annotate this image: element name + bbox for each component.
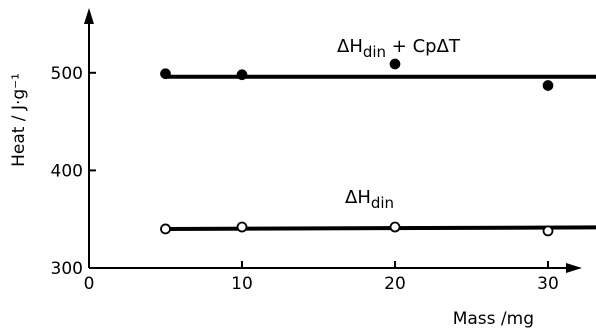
point-series-1-2: [389, 221, 401, 233]
ticks: 010203040300400500: [51, 64, 559, 294]
x-tick-label-10: 10: [231, 274, 253, 294]
y-axis-arrow: [84, 8, 94, 24]
point-series-0-3: [542, 80, 554, 91]
x-tick-label-30: 30: [537, 274, 559, 294]
point-series-0-1: [236, 69, 248, 81]
annotation-1: ΔHdin: [345, 187, 394, 212]
annotation-0: ΔHdin + CpΔT: [337, 36, 461, 61]
data-points: [160, 58, 554, 237]
point-series-1-3: [542, 225, 554, 237]
point-series-0-0: [160, 68, 171, 80]
point-series-1-1: [236, 221, 248, 233]
x-axis-label: Mass /mg: [453, 309, 534, 329]
y-axis-label: Heat / J·g⁻¹: [9, 73, 29, 167]
point-series-0-2: [389, 58, 401, 70]
x-tick-label-0: 0: [84, 274, 95, 294]
y-tick-label-400: 400: [51, 161, 83, 181]
x-tick-label-20: 20: [384, 274, 406, 294]
fit-lines: [165, 74, 596, 231]
y-tick-label-300: 300: [51, 259, 83, 279]
point-series-1-0: [160, 223, 171, 235]
x-axis-arrow: [566, 263, 582, 273]
axes: [84, 8, 582, 273]
fit-line-series-1: [165, 225, 596, 231]
y-tick-label-500: 500: [51, 64, 83, 84]
annotations: ΔHdin + CpΔT ΔHdin: [337, 36, 461, 212]
